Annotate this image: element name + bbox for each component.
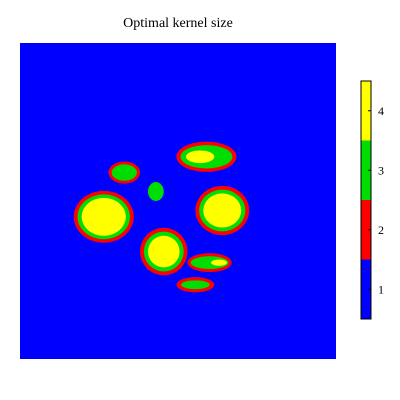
colorbar-segment-2 (361, 200, 371, 260)
colorbar: 1 2 3 4 (360, 80, 384, 320)
heatmap-region-19 (181, 280, 210, 290)
heatmap-plot-area (20, 43, 336, 359)
colorbar-frame (360, 80, 372, 320)
heatmap-region-17 (211, 259, 227, 266)
colorbar-tick-label-4: 4 (378, 104, 384, 118)
heatmap-region-12 (185, 150, 215, 164)
chart-title: Optimal kernel size (123, 16, 233, 31)
heatmap-region-6 (147, 235, 180, 268)
heatmap-region-20 (147, 182, 164, 201)
heatmap-region-3 (81, 197, 126, 236)
colorbar-segment-3 (361, 140, 371, 200)
heatmap-region-16 (190, 256, 229, 269)
heatmap-region-14 (111, 164, 137, 181)
heatmap-background (20, 43, 336, 359)
heatmap-region-9 (203, 193, 242, 228)
colorbar-segment-4 (361, 81, 371, 141)
colorbar-tick-label-3: 3 (378, 163, 384, 177)
colorbar-tick-label-2: 2 (378, 223, 384, 237)
colorbar-segment-1 (361, 259, 371, 319)
colorbar-tick-label-1: 1 (378, 282, 384, 296)
